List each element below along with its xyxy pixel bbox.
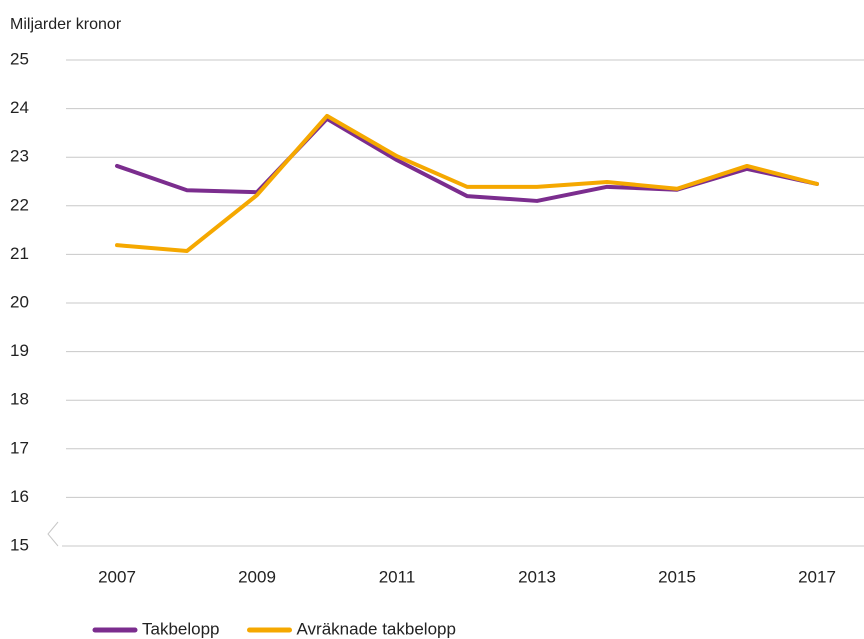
y-axis-label: Miljarder kronor	[10, 16, 122, 33]
x-tick-label: 2013	[518, 567, 556, 586]
legend-label: Takbelopp	[142, 619, 220, 638]
y-tick-label: 24	[10, 98, 29, 117]
y-tick-label: 20	[10, 292, 29, 311]
x-tick-label: 2011	[379, 567, 416, 586]
y-tick-label: 22	[10, 195, 29, 214]
y-tick-label: 25	[10, 49, 29, 68]
y-tick-label: 23	[10, 147, 29, 166]
series-line	[115, 113, 819, 253]
y-tick-label: 19	[10, 341, 29, 360]
x-tick-label: 2009	[238, 567, 276, 586]
x-tick-label: 2017	[798, 567, 836, 586]
y-tick-label: 16	[10, 487, 29, 506]
y-tick-label: 21	[10, 244, 29, 263]
legend-label: Avräknade takbelopp	[297, 619, 456, 638]
y-tick-label: 15	[10, 535, 29, 554]
x-tick-label: 2015	[658, 567, 696, 586]
x-tick-label: 2007	[98, 567, 136, 586]
y-tick-label: 18	[10, 390, 29, 409]
axis-break	[47, 521, 864, 547]
y-tick-label: 17	[10, 438, 29, 457]
